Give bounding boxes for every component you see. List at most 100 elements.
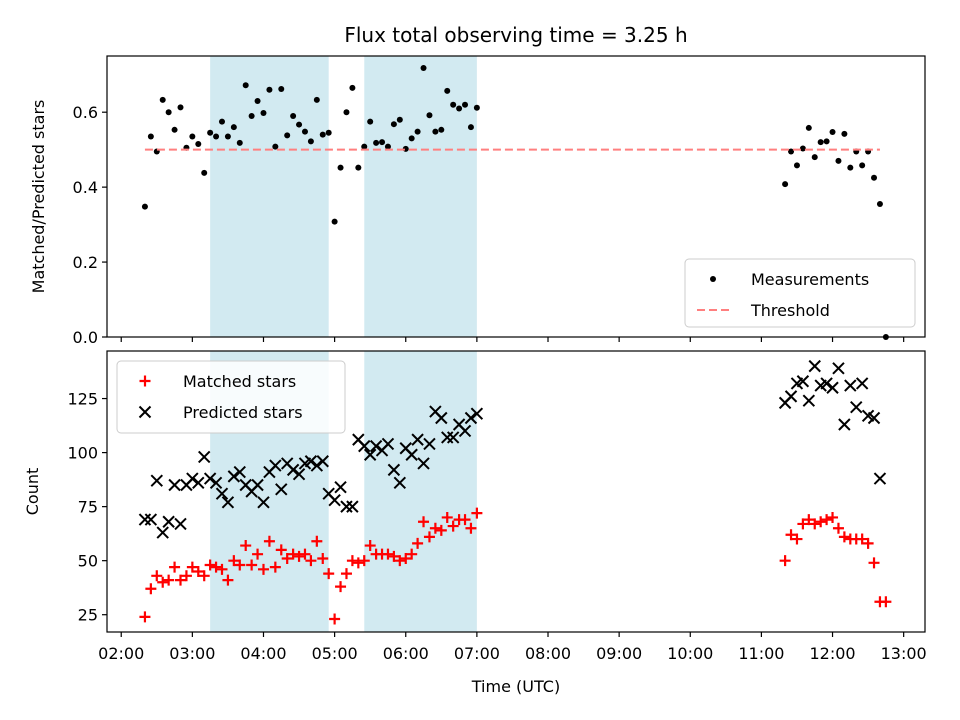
matched-point	[459, 514, 471, 526]
measurement-point	[337, 164, 344, 171]
measurement-point	[301, 128, 308, 135]
x-tick-label: 06:00	[383, 644, 429, 663]
predicted-point	[423, 437, 436, 451]
measurement-point	[456, 105, 463, 112]
matched-point	[435, 524, 447, 536]
matched-point	[868, 557, 880, 569]
matched-point	[394, 555, 406, 567]
y-tick-label: 125	[67, 390, 98, 409]
measurement-point	[141, 203, 148, 210]
measurement-point	[349, 84, 356, 91]
predicted-point	[269, 459, 282, 472]
measurement-point	[426, 112, 433, 119]
matched-point	[246, 559, 258, 571]
measurement-point	[218, 118, 225, 125]
matched-point	[838, 531, 850, 543]
predicted-point	[257, 496, 270, 509]
plot-frame	[106, 55, 926, 338]
measurement-point	[390, 121, 397, 128]
predicted-point	[215, 487, 229, 500]
matched-point	[471, 507, 483, 519]
predicted-point	[369, 439, 383, 453]
measurement-point	[373, 139, 380, 146]
predicted-point	[144, 513, 158, 526]
predicted-point	[186, 472, 199, 485]
predicted-point	[411, 433, 424, 446]
predicted-point	[150, 474, 163, 487]
matched-point	[329, 613, 341, 625]
predicted-point	[381, 437, 395, 451]
matched-point	[364, 540, 376, 552]
measurement-point	[367, 118, 374, 125]
predicted-point	[328, 493, 341, 507]
measurement-point	[159, 96, 166, 103]
measurement-point	[871, 174, 878, 181]
measurement-point	[177, 104, 184, 111]
x-tick-label: 04:00	[240, 644, 286, 663]
measurement-point	[284, 132, 291, 139]
count-panel: 25 50 75 100 125 02:00 03:00 04:00 05:00 06:00 07:…	[23, 350, 927, 663]
predicted-point	[275, 483, 288, 496]
predicted-point	[334, 480, 347, 494]
legend-label: Measurements	[751, 270, 869, 289]
measurement-point	[147, 133, 154, 140]
shaded-interval	[210, 56, 329, 337]
measurement-point	[793, 162, 800, 169]
matched-point	[299, 548, 311, 560]
predicted-point	[446, 431, 460, 444]
x-tick-label: 09:00	[596, 644, 642, 663]
y-tick-label: 25	[78, 606, 98, 625]
predicted-point	[363, 448, 377, 461]
matched-point	[821, 514, 833, 526]
matched-point	[222, 574, 234, 586]
matched-point	[388, 550, 400, 562]
matched-point	[163, 574, 175, 586]
measurement-point	[331, 218, 338, 225]
x-tick-label: 11:00	[738, 644, 784, 663]
measurement-point	[420, 64, 427, 71]
legend-label: Matched stars	[183, 372, 296, 391]
predicted-point	[162, 515, 175, 528]
matched-point	[400, 553, 412, 565]
measurement-point	[201, 169, 208, 176]
matched-point	[352, 557, 364, 569]
matched-point	[175, 574, 187, 586]
measurement-point	[230, 124, 237, 131]
matched-point	[809, 518, 821, 530]
measurement-point	[343, 109, 350, 116]
matched-point	[803, 514, 815, 526]
measurement-point	[248, 112, 255, 119]
predicted-point	[796, 375, 810, 388]
y-axis-title: Matched/Predicted stars	[29, 100, 48, 294]
predicted-point	[387, 463, 401, 477]
matched-point	[412, 537, 424, 549]
measurement-point	[189, 133, 196, 140]
x-tick-label: 13:00	[881, 644, 927, 663]
matched-point	[423, 531, 435, 543]
matched-point	[240, 540, 252, 552]
y-tick-label: 0.6	[73, 103, 98, 122]
measurement-point	[414, 128, 421, 135]
predicted-point	[251, 478, 264, 492]
measurement-point	[361, 143, 368, 150]
measurement-point	[266, 86, 273, 93]
predicted-point	[784, 390, 798, 403]
x-tick-label: 12:00	[809, 644, 855, 663]
matched-point	[216, 563, 228, 575]
measurement-point	[396, 116, 403, 123]
x-tick-label: 02:00	[98, 644, 144, 663]
measurement-point	[835, 157, 842, 164]
x-tick-label: 03:00	[169, 644, 215, 663]
measurement-point	[307, 138, 314, 145]
measurement-point	[213, 133, 220, 140]
legend-marker-matched	[139, 375, 151, 387]
predicted-point	[203, 472, 217, 485]
matched-point	[252, 548, 264, 560]
predicted-point	[470, 407, 484, 420]
measurement-point	[195, 141, 202, 148]
predicted-point	[192, 476, 205, 490]
matched-point	[382, 548, 394, 560]
matched-point	[281, 553, 293, 565]
matched-point	[815, 516, 827, 528]
